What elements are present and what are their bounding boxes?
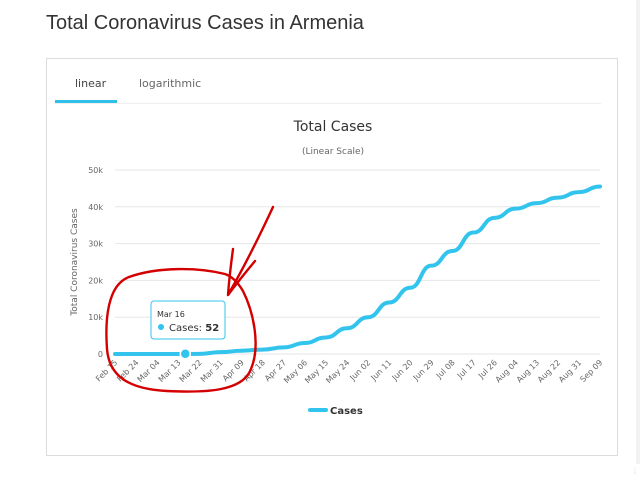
chart-card: linear logarithmic Total Cases (Linear S… xyxy=(46,58,618,456)
x-tick-label: Mar 22 xyxy=(178,358,204,384)
chart-title: Total Cases xyxy=(293,119,373,135)
hover-point[interactable] xyxy=(179,348,192,360)
chart-subtitle: (Linear Scale) xyxy=(302,147,364,157)
line-chart: Total Cases (Linear Scale) Total Coronav… xyxy=(70,119,604,417)
tab-logarithmic[interactable]: logarithmic xyxy=(139,77,202,90)
tooltip-value: 52 xyxy=(205,323,219,334)
x-tick-label: May 24 xyxy=(324,358,351,385)
tooltip-label: Cases: xyxy=(169,323,205,334)
x-tick-label: Jul 17 xyxy=(455,358,478,381)
resize-grip-icon[interactable]: ⦙ xyxy=(633,466,637,476)
active-tab-indicator xyxy=(55,100,117,103)
x-tick-label: Jul 08 xyxy=(434,358,457,381)
y-axis-title: Total Coronavirus Cases xyxy=(70,208,80,317)
legend-label-cases[interactable]: Cases xyxy=(330,406,363,417)
annotation-circle xyxy=(105,267,257,393)
scrollbar-track[interactable] xyxy=(636,0,640,464)
x-tick-label: Mar 04 xyxy=(136,358,162,384)
tooltip: Mar 16 Cases: 52 xyxy=(150,300,226,340)
x-tick-label: Aug 31 xyxy=(557,358,583,384)
red-annotation xyxy=(105,205,275,393)
y-tick-label: 50k xyxy=(88,166,103,175)
x-tick-label: Jun 02 xyxy=(348,358,373,383)
tab-linear[interactable]: linear xyxy=(75,77,107,90)
y-tick-label: 20k xyxy=(88,276,103,285)
x-tick-label: Sep 09 xyxy=(578,358,604,384)
scale-tabs: linear logarithmic xyxy=(55,73,601,104)
x-tick-label: Jun 11 xyxy=(369,358,394,383)
x-tick-label: Jun 29 xyxy=(411,358,436,383)
x-tick-label: Mar 13 xyxy=(157,358,183,384)
tooltip-date: Mar 16 xyxy=(157,310,185,319)
page-title: Total Coronavirus Cases in Armenia xyxy=(46,12,364,34)
y-tick-label: 40k xyxy=(88,203,103,212)
y-tick-labels: 0 10k 20k 30k 40k 50k xyxy=(88,166,103,359)
x-tick-label: Mar 31 xyxy=(199,358,225,384)
legend[interactable]: Cases xyxy=(308,406,363,417)
y-tick-label: 10k xyxy=(88,313,103,322)
tooltip-series-marker xyxy=(158,324,164,330)
x-tick-label: Jun 20 xyxy=(390,358,415,383)
tooltip-value-line: Cases: 52 xyxy=(169,323,219,334)
annotation-arrow xyxy=(226,205,275,297)
series-line-cases[interactable] xyxy=(113,184,602,356)
y-tick-label: 0 xyxy=(98,350,103,359)
y-tick-label: 30k xyxy=(88,240,103,249)
